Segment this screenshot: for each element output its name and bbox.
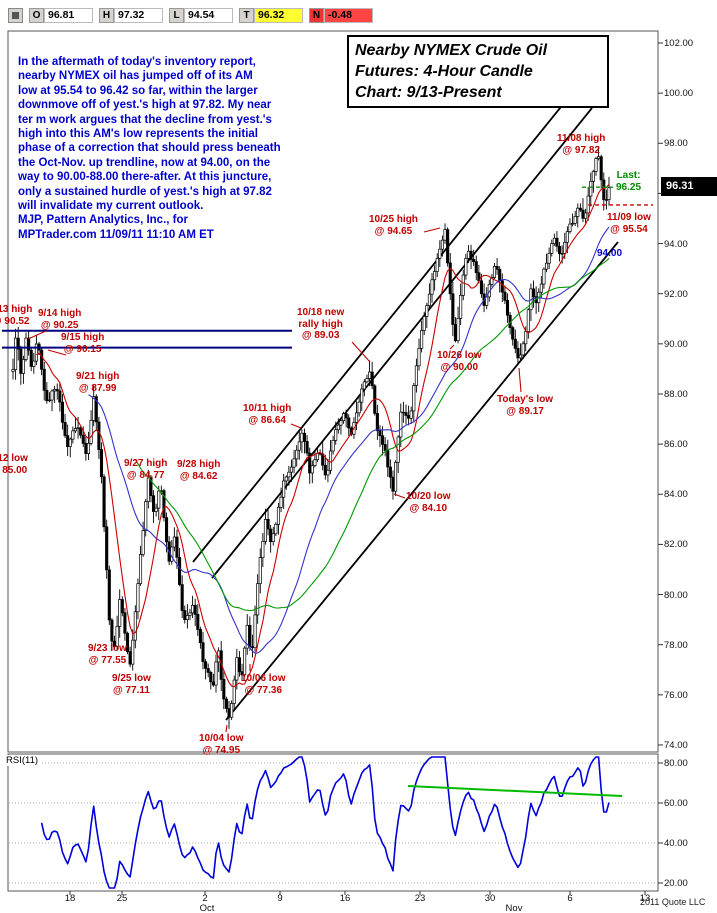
chart-tool-icon[interactable] (8, 8, 23, 23)
price-axis-label: 94.00 (664, 238, 688, 250)
chart-annotation: 11/08 high @ 97.82 (557, 133, 606, 156)
rsi-layer (9, 756, 657, 889)
chart-annotation: 9/27 high @ 84.77 (124, 458, 168, 481)
chart-annotation: 10/26 low @ 90.00 (437, 350, 482, 373)
rsi-axis-label: 20.00 (664, 878, 688, 889)
price-axis-label: 92.00 (664, 288, 688, 300)
price-axis-label: 98.00 (664, 138, 688, 150)
chart-annotation: 9/23 low @ 77.55 (88, 643, 127, 666)
chart-annotation: 9/25 low @ 77.11 (112, 673, 151, 696)
chart-annotation: Last: 96.25 (616, 170, 642, 193)
time-axis-label: 18 (64, 893, 76, 904)
ohlc-field-label-n: N (309, 8, 324, 23)
rsi-axis-label: 40.00 (664, 838, 688, 849)
chart-annotation: 9/12 low @ 85.00 (0, 453, 28, 476)
chart-annotation: 9/13 high @ 90.52 (0, 304, 33, 327)
price-axis-label: 90.00 (664, 338, 688, 350)
chart-annotation: 10/25 high @ 94.65 (369, 214, 418, 237)
chart-annotation: 10/20 low @ 84.10 (406, 491, 451, 514)
plot-frame (7, 30, 659, 892)
time-axis-label: 25 (116, 893, 128, 904)
time-axis-label: 2 (202, 893, 208, 904)
chart-annotation: Today's low @ 89.17 (497, 394, 554, 417)
time-axis-month-label: Oct (199, 903, 215, 913)
rsi-axis-label: 60.00 (664, 798, 688, 809)
ohlc-ticker-bar: O 96.81 H 97.32 L 94.54 T 96.32 N -0.48 (0, 0, 717, 30)
time-axis-label: 9 (277, 893, 283, 904)
chart-title-line: Futures: 4-Hour Candle (355, 63, 533, 80)
ohlc-field-value-l: 94.54 (184, 8, 233, 23)
copyright-text: 2011 Quote LLC (640, 897, 706, 907)
analyst-commentary-text: In the aftermath of today's inventory re… (18, 56, 281, 241)
time-axis-label: 23 (414, 893, 426, 904)
chart-annotation: 10/06 low @ 77.36 (241, 673, 286, 696)
chart-annotation: 10/04 low @ 74.95 (199, 733, 244, 756)
price-axis-label: 78.00 (664, 639, 688, 651)
time-axis-label: 30 (484, 893, 496, 904)
price-levels-layer (2, 186, 653, 349)
chart-annotation: 10/18 new rally high @ 89.03 (297, 307, 345, 341)
time-axis-month-label: Nov (505, 903, 523, 913)
ohlc-field-value-h: 97.32 (114, 8, 163, 23)
chart-title-box: Nearby NYMEX Crude Oil Futures: 4-Hour C… (347, 35, 609, 108)
chart-annotation: 9/21 high @ 87.99 (76, 371, 120, 394)
rsi-indicator-label: RSI(11) (4, 755, 41, 766)
time-axis-label: 6 (567, 893, 573, 904)
axis-ticks-layer (69, 42, 663, 895)
ohlc-field-label-l: L (169, 8, 184, 23)
ohlc-field-label-o: O (29, 8, 44, 23)
trendlines-layer (192, 91, 619, 721)
ohlc-field-label-h: H (99, 8, 114, 23)
chart-title-line: Nearby NYMEX Crude Oil (355, 42, 548, 59)
ohlc-field-value-n: -0.48 (324, 8, 373, 23)
chart-annotation: 10/11 high @ 86.64 (243, 403, 292, 426)
chart-annotation: 11/09 low @ 95.54 (607, 212, 651, 235)
tool-glyph-icon (12, 12, 19, 19)
last-price-tag: 96.31 (661, 177, 717, 196)
price-axis-label: 76.00 (664, 689, 688, 701)
price-axis-label: 86.00 (664, 439, 688, 451)
moving-averages-layer (36, 184, 610, 688)
candles-layer (11, 145, 611, 729)
chart-annotation: 9/15 high @ 90.15 (61, 332, 105, 355)
price-axis-label: 74.00 (664, 739, 688, 751)
price-axis-label: 84.00 (664, 489, 688, 501)
chart-annotation: 9/14 high @ 90.25 (38, 308, 82, 331)
time-axis-label: 13 (639, 893, 651, 904)
ohlc-field-label-t: T (239, 8, 254, 23)
chart-annotation: 9/28 high @ 84.62 (177, 459, 221, 482)
ohlc-field-value-t: 96.32 (254, 8, 303, 23)
price-axis-label: 80.00 (664, 589, 688, 601)
chart-title-line: Chart: 9/13-Present (355, 84, 502, 101)
price-axis-label: 102.00 (664, 38, 694, 49)
price-axis-label: 88.00 (664, 388, 688, 400)
annotation-pointers-layer (27, 227, 522, 733)
ohlc-field-value-o: 96.81 (44, 8, 93, 23)
price-axis-label: 100.00 (664, 88, 694, 100)
price-axis-label: 82.00 (664, 539, 688, 551)
rsi-axis-label: 80.00 (664, 758, 688, 769)
ohlc-fields: O 96.81 H 97.32 L 94.54 T 96.32 N -0.48 (29, 8, 379, 23)
time-axis-label: 16 (339, 893, 351, 904)
chart-annotation: 94.00 (597, 248, 623, 259)
